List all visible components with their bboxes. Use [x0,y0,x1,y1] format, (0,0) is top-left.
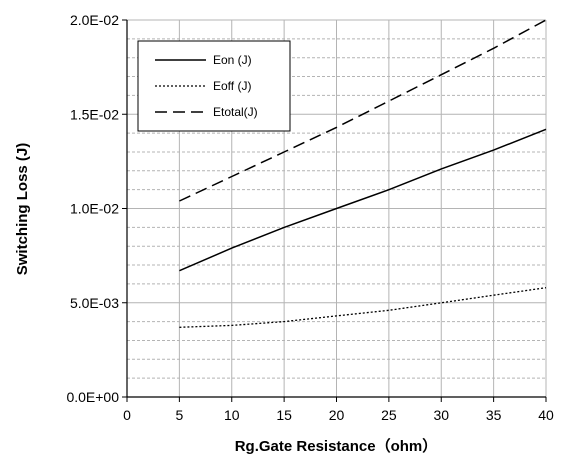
x-tick-label: 30 [433,407,449,423]
x-tick-label: 35 [486,407,502,423]
y-tick-label: 1.0E-02 [70,201,119,217]
y-axis-title: Switching Loss (J) [14,143,31,276]
x-tick-label: 15 [276,407,292,423]
y-tick-label: 1.5E-02 [70,106,119,122]
chart-legend: Eon (J) Eoff (J) Etotal(J) [137,40,291,132]
series-line-eon-j [179,128,547,272]
legend-label-eon-j: Eon (J) [213,53,252,67]
y-tick-label: 2.0E-02 [70,12,119,28]
x-tick-label: 40 [538,407,554,423]
series-line-eoff-j [179,287,547,328]
x-tick-label: 5 [175,407,183,423]
y-tick-label: 0.0E+00 [66,389,119,405]
axes-layer: 0.0E+00 5.0E-03 1.0E-02 1.5E-02 2.0E-02 0 5 10 1… [66,12,554,423]
legend-label-eoff-j: Eoff (J) [213,79,251,93]
x-tick-label: 10 [224,407,240,423]
x-tick-label: 25 [381,407,397,423]
y-tick-label: 5.0E-03 [70,295,119,311]
series-layer [179,19,547,328]
x-tick-label: 20 [329,407,345,423]
x-axis-title: Rg.Gate Resistance（ohm） [235,437,438,455]
series-line-etotal-j [179,19,547,202]
legend-label-etotal-j: Etotal(J) [213,105,258,119]
x-tick-label: 0 [123,407,131,423]
